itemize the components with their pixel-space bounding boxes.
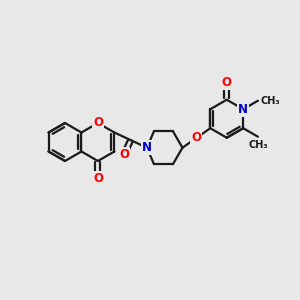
Text: N: N (238, 103, 248, 116)
Text: O: O (222, 76, 232, 89)
Text: O: O (119, 148, 129, 161)
Text: CH₃: CH₃ (248, 140, 268, 150)
Text: O: O (93, 116, 103, 130)
Text: O: O (93, 172, 103, 184)
Text: N: N (142, 141, 152, 154)
Text: O: O (191, 131, 201, 145)
Text: CH₃: CH₃ (261, 96, 280, 106)
